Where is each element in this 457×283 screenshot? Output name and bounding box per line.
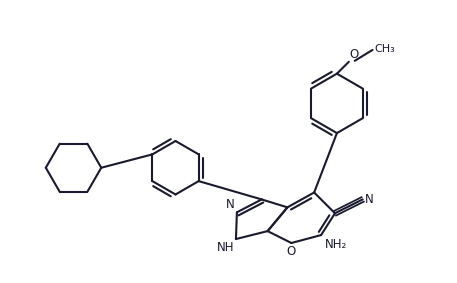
- Text: NH₂: NH₂: [325, 238, 347, 251]
- Text: O: O: [350, 48, 359, 61]
- Text: N: N: [226, 198, 235, 211]
- Text: O: O: [287, 245, 296, 258]
- Text: N: N: [365, 193, 373, 206]
- Text: NH: NH: [217, 241, 234, 254]
- Text: CH₃: CH₃: [375, 44, 395, 54]
